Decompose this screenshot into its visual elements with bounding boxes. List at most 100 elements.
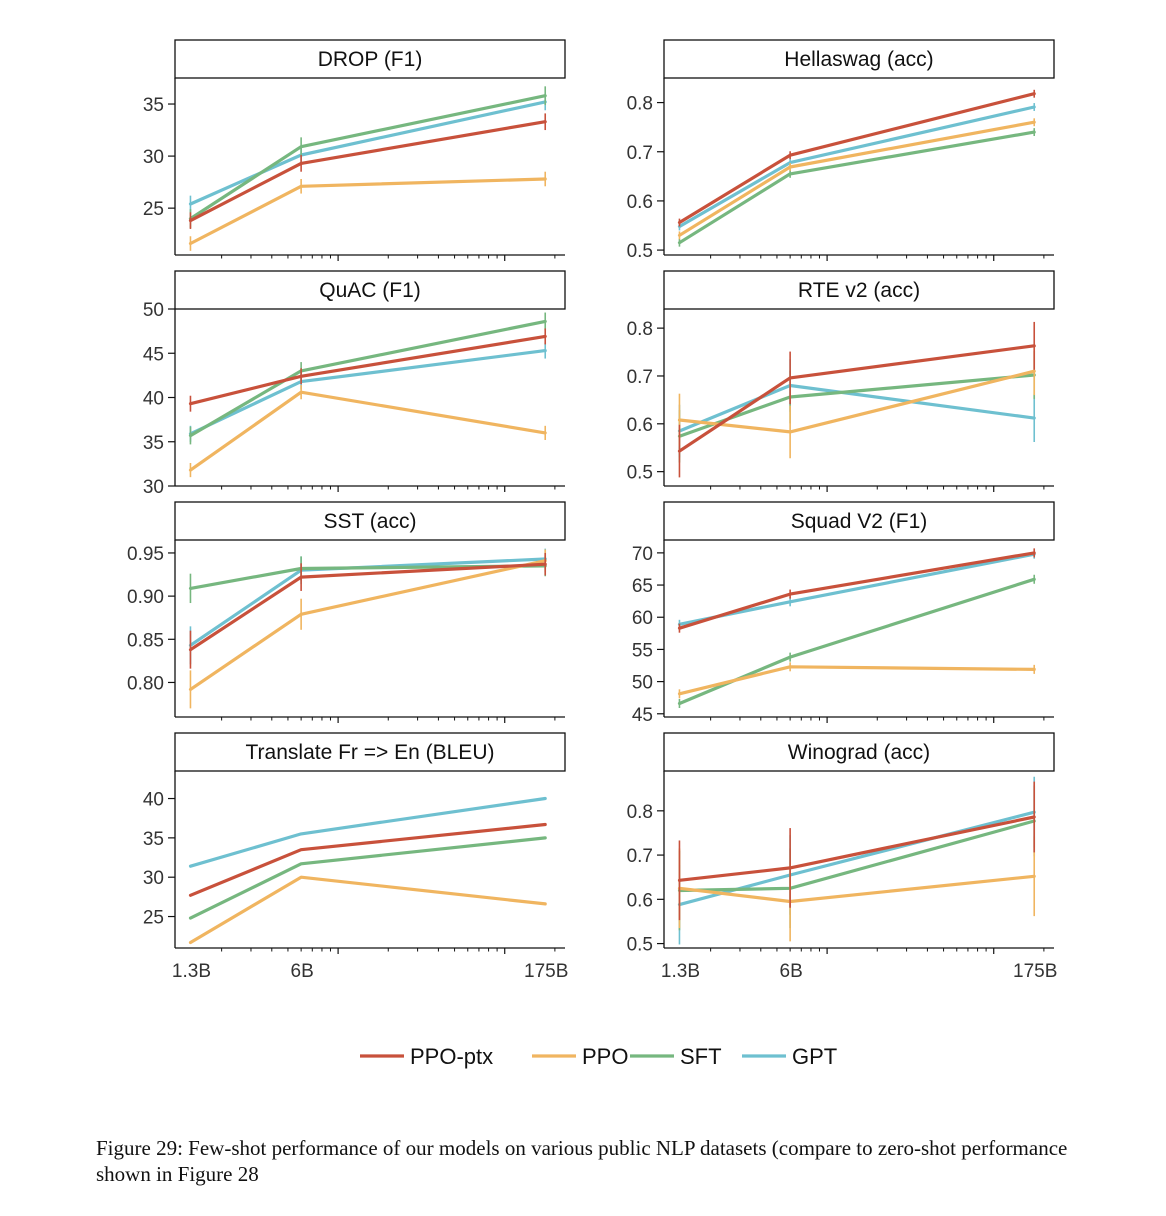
series-ppo-ptx: [188, 328, 547, 412]
data-point: [189, 894, 192, 897]
legend: PPO-ptx PPO SFT GPT: [360, 1044, 837, 1069]
y-tick-label: 50: [143, 300, 164, 321]
panel-title-box: [663, 732, 1055, 772]
y-tick-label: 0.95: [127, 544, 164, 565]
panel-title: Winograd (acc): [788, 741, 930, 764]
data-point: [544, 563, 547, 565]
data-point: [300, 613, 302, 616]
data-point: [789, 431, 791, 433]
data-point: [544, 797, 547, 800]
series-line-sft: [677, 819, 1036, 893]
panel-title: QuAC (F1): [319, 279, 421, 302]
y-tick-label: 35: [143, 829, 164, 850]
series-gpt: [677, 776, 1036, 945]
data-point: [1033, 875, 1036, 878]
data-point: [678, 234, 681, 237]
data-point: [1033, 106, 1036, 108]
y-tick-label: 0.90: [127, 587, 164, 608]
panel-title: RTE v2 (acc): [798, 279, 920, 302]
y-tick-label: 0.7: [627, 143, 653, 164]
y-tick-label: 0.7: [627, 846, 653, 867]
data-point: [544, 335, 547, 338]
y-tick-label: 40: [143, 389, 164, 410]
y-tick-label: 25: [143, 199, 164, 220]
panel-title: Hellaswag (acc): [784, 48, 933, 71]
data-point: [789, 600, 791, 603]
y-tick-label: 50: [632, 673, 653, 694]
legend-item-ppo-ptx: PPO-ptx: [360, 1044, 493, 1069]
data-point: [678, 879, 681, 882]
legend-item-gpt: GPT: [742, 1044, 837, 1069]
series-line-ppo: [677, 665, 1036, 696]
data-point: [678, 450, 681, 452]
data-point: [544, 349, 547, 352]
y-tick-label: 30: [143, 868, 164, 889]
data-point: [300, 576, 302, 578]
legend-label: SFT: [680, 1044, 722, 1069]
data-point: [1033, 552, 1036, 554]
panel-hellaswag-acc: Hellaswag (acc) 0.5 0.6 0.7 0.8: [627, 39, 1055, 262]
y-tick-label: 45: [632, 705, 653, 726]
data-point: [544, 823, 547, 826]
data-point: [300, 876, 302, 878]
series-line-sft: [188, 564, 547, 591]
legend-item-sft: SFT: [630, 1044, 722, 1069]
panel-title-box: [174, 39, 566, 79]
series-ppo-ptx: [188, 552, 547, 669]
data-point: [1033, 370, 1036, 372]
data-point: [189, 648, 192, 651]
y-tick-label: 60: [632, 608, 653, 629]
x-tick-label: 6B: [780, 961, 803, 982]
panel-squad-v2-f1: Squad V2 (F1) 45 50 55 60 65 70: [632, 501, 1055, 726]
data-point: [678, 627, 681, 629]
panel-title-box: [663, 39, 1055, 79]
data-point: [789, 665, 791, 668]
series-ppo: [188, 875, 547, 945]
data-point: [1033, 345, 1036, 347]
data-point: [678, 419, 681, 421]
series-ppo: [188, 385, 547, 478]
series-ppo-ptx: [677, 781, 1036, 921]
data-point: [189, 219, 192, 222]
y-tick-label: 0.80: [127, 673, 164, 694]
data-point: [189, 469, 192, 471]
data-point: [1033, 121, 1036, 124]
series-line-sft: [677, 577, 1036, 706]
series-ppo: [188, 171, 547, 251]
panel-title-box: [174, 501, 566, 541]
data-point: [189, 865, 192, 867]
y-tick-label: 0.6: [627, 890, 653, 911]
legend-label: PPO: [582, 1044, 628, 1069]
series-ppo-ptx: [677, 548, 1036, 633]
figure-caption: Figure 29: Few-shot performance of our m…: [96, 1136, 1068, 1186]
y-tick-label: 35: [143, 433, 164, 454]
y-tick-label: 45: [143, 344, 164, 365]
data-point: [789, 377, 791, 379]
data-point: [300, 185, 302, 188]
y-tick-label: 0.85: [127, 630, 164, 651]
panel-title: SST (acc): [324, 510, 417, 533]
data-point: [678, 241, 681, 244]
y-tick-label: 0.7: [627, 367, 653, 388]
data-point: [544, 178, 547, 180]
data-point: [300, 375, 302, 378]
series-sft: [677, 574, 1036, 708]
y-tick-label: 0.5: [627, 241, 653, 262]
figure-canvas: DROP (F1) 25 30 35 Hellaswag (acc) 0.5 0.6 0.7 0…: [127, 39, 1057, 1069]
data-point: [189, 203, 192, 205]
data-point: [789, 161, 791, 164]
data-point: [189, 688, 192, 691]
y-tick-label: 0.8: [627, 319, 653, 340]
series-line-ppo-ptx: [188, 562, 547, 652]
y-tick-label: 70: [632, 544, 653, 565]
panel-title-box: [663, 270, 1055, 310]
data-point: [789, 867, 791, 869]
series-gpt: [677, 359, 1036, 458]
data-point: [789, 656, 791, 658]
series-line-ppo: [188, 875, 547, 945]
panel-quac-f1: QuAC (F1) 30 35 40 45 50: [143, 270, 566, 498]
data-point: [789, 154, 791, 156]
y-tick-label: 30: [143, 147, 164, 168]
data-point: [1033, 578, 1036, 581]
data-point: [300, 162, 302, 165]
